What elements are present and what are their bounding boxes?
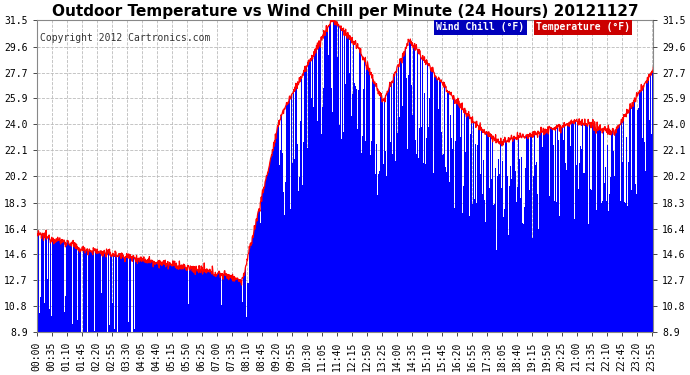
Text: Wind Chill (°F): Wind Chill (°F) [436,22,524,32]
Text: Copyright 2012 Cartronics.com: Copyright 2012 Cartronics.com [40,33,210,43]
Title: Outdoor Temperature vs Wind Chill per Minute (24 Hours) 20121127: Outdoor Temperature vs Wind Chill per Mi… [52,4,638,19]
Text: Temperature (°F): Temperature (°F) [536,22,630,32]
